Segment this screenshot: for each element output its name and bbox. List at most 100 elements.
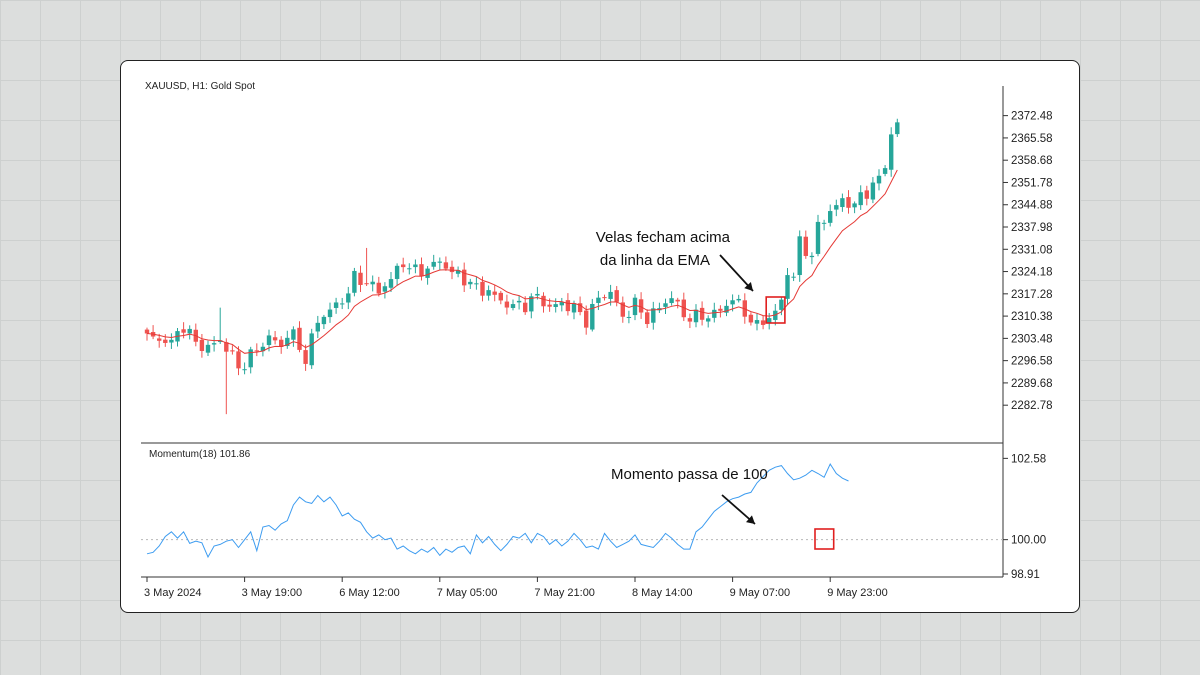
candle-body	[681, 299, 686, 318]
candle-body	[455, 270, 461, 274]
candle-body	[651, 308, 656, 323]
time-tick-label: 3 May 19:00	[242, 587, 303, 599]
candle-body	[620, 302, 625, 317]
candle-body	[510, 304, 516, 308]
candles-highlight-box	[765, 296, 786, 324]
candle-body	[767, 318, 772, 324]
candle-body	[706, 318, 711, 322]
candle-body	[144, 329, 150, 334]
candle-body	[840, 198, 845, 208]
candle-body	[834, 205, 839, 210]
candle-body	[498, 292, 503, 301]
price-tick-label: 2358.68	[1011, 155, 1053, 167]
candle-body	[559, 302, 564, 306]
candle-body	[224, 342, 229, 352]
candle-body	[602, 297, 607, 299]
candle-body	[340, 303, 345, 305]
candle-body	[889, 134, 894, 170]
ema-group	[146, 169, 898, 354]
momentum-tick-label: 98.91	[1011, 569, 1040, 581]
candle-body	[669, 298, 674, 304]
price-tick-label: 2344.88	[1011, 200, 1053, 212]
annotation-candles-line2: da linha da EMA	[600, 252, 710, 269]
candle-body	[327, 309, 333, 318]
candle-body	[486, 290, 491, 296]
candles-group	[144, 118, 900, 415]
candle-body	[163, 339, 168, 343]
momentum-tick-label: 100.00	[1011, 535, 1046, 547]
candle-body	[687, 318, 693, 322]
chart-svg: XAUUSD, H1: Gold Spot Momentum(18) 101.8…	[141, 81, 1053, 599]
candle-body	[895, 122, 900, 135]
momentum-arrow-head	[746, 515, 755, 524]
momentum-line	[146, 462, 849, 559]
price-tick-label: 2331.08	[1011, 244, 1053, 256]
annotation-candles-line1: Velas fecham acima	[596, 229, 731, 246]
price-tick-label: 2351.78	[1011, 177, 1053, 189]
candle-body	[809, 255, 815, 258]
candle-body	[266, 335, 272, 346]
price-tick-label: 2337.98	[1011, 222, 1053, 234]
momentum-highlight-box	[814, 528, 835, 550]
candle-body	[413, 264, 418, 268]
candle-body	[584, 310, 589, 328]
price-tick-label: 2282.78	[1011, 400, 1053, 412]
candle-body	[181, 329, 186, 333]
candle-body	[242, 369, 247, 371]
momentum-line-group	[146, 462, 849, 559]
price-axis-ticks: 2372.48 2365.58 2358.68 2351.78 2344.88 2337.…	[1003, 111, 1053, 412]
candle-body	[864, 190, 869, 199]
candle-body	[882, 168, 888, 174]
annotations-group	[719, 254, 835, 550]
price-tick-label: 2303.48	[1011, 333, 1053, 345]
candle-body	[303, 350, 308, 364]
candle-body	[675, 299, 680, 302]
momentum-tick-label: 102.58	[1011, 453, 1046, 465]
candle-body	[785, 275, 790, 299]
candle-body	[760, 320, 766, 325]
candle-body	[279, 339, 284, 347]
candle-body	[730, 300, 735, 305]
candle-body	[358, 272, 363, 285]
candle-body	[821, 222, 827, 224]
candle-body	[449, 266, 455, 273]
candle-body	[571, 303, 577, 313]
candle-body	[401, 264, 406, 268]
time-tick-label: 3 May 2024	[144, 587, 201, 599]
time-tick-label: 6 May 12:00	[339, 587, 400, 599]
candle-body	[364, 283, 369, 285]
candle-body	[492, 291, 497, 295]
candle-body	[272, 337, 278, 341]
candle-body	[370, 281, 375, 285]
candle-body	[419, 264, 424, 277]
candle-body	[394, 265, 400, 279]
candle-body	[291, 329, 296, 340]
candle-body	[529, 296, 534, 312]
candle-body	[254, 350, 259, 352]
candle-body	[645, 312, 650, 325]
candle-body	[431, 261, 436, 267]
candle-body	[169, 339, 174, 343]
candle-body	[187, 328, 192, 334]
candle-body	[297, 327, 302, 350]
candle-body	[468, 281, 473, 285]
candle-body	[309, 333, 314, 366]
candle-body	[638, 299, 644, 313]
candle-body	[211, 343, 217, 345]
candle-body	[577, 303, 583, 313]
candle-body	[852, 203, 857, 208]
candle-body	[870, 182, 876, 200]
candle-body	[346, 293, 351, 303]
time-tick-label: 7 May 21:00	[534, 587, 595, 599]
momentum-axis-ticks: 102.58 100.00 98.91	[1003, 453, 1046, 581]
candle-body	[462, 269, 467, 286]
price-tick-label: 2365.58	[1011, 133, 1053, 145]
candle-body	[626, 316, 632, 318]
candle-body	[218, 340, 223, 342]
candle-body	[443, 262, 449, 269]
candle-body	[437, 261, 442, 263]
price-tick-label: 2310.38	[1011, 311, 1053, 323]
candle-body	[565, 300, 571, 312]
candle-body	[699, 307, 705, 320]
candle-body	[388, 279, 394, 288]
